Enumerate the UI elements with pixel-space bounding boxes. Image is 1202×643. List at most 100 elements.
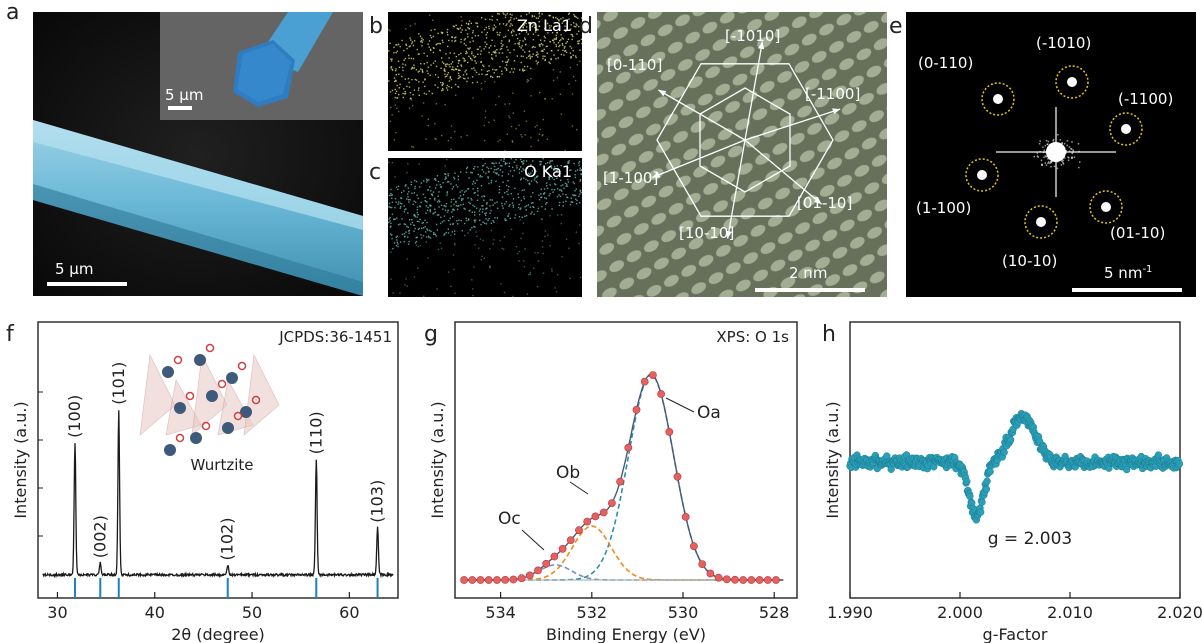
zn-dot	[446, 28, 449, 31]
zn-dot	[512, 71, 515, 73]
zn-dot	[412, 146, 415, 148]
o-dot	[495, 162, 497, 164]
o-dot	[548, 178, 550, 181]
zn-dot	[452, 66, 454, 68]
zn-dot	[452, 68, 454, 71]
zn-dot	[505, 64, 508, 66]
o-dot	[468, 219, 470, 221]
o-dot	[485, 212, 487, 214]
o-dot	[445, 203, 448, 205]
o-dot	[523, 198, 525, 200]
o-dot	[544, 235, 546, 238]
zn-dot	[579, 60, 581, 63]
zn-dot	[458, 54, 460, 56]
o-dot	[579, 224, 581, 226]
o-dot	[405, 208, 407, 210]
fft-spot-3	[1121, 124, 1131, 134]
zn-dot	[412, 58, 415, 60]
o-dot	[459, 191, 461, 193]
o-dot	[446, 194, 448, 196]
o-dot	[487, 219, 489, 221]
epr-point	[977, 508, 985, 516]
zn-dot	[525, 43, 527, 46]
o-dot	[578, 160, 581, 163]
zn-dot	[498, 95, 500, 98]
zn-dot	[484, 41, 486, 43]
o-dot	[478, 247, 480, 249]
o-dot	[434, 211, 436, 213]
zn-dot	[509, 25, 511, 27]
zn-dot	[558, 19, 560, 21]
zn-dot	[553, 54, 555, 56]
xps-point	[468, 576, 477, 584]
o-dot	[410, 223, 412, 225]
o-dot	[482, 208, 484, 210]
o-dot	[463, 207, 465, 210]
fft-noise	[1061, 160, 1063, 162]
o-dot	[549, 160, 551, 162]
o-dot	[533, 179, 536, 181]
o-dot	[525, 205, 528, 207]
o-dot	[517, 196, 520, 199]
zn-dot	[508, 103, 511, 105]
zn-dot	[391, 68, 393, 70]
o-dot	[389, 220, 391, 222]
o-dot	[466, 167, 468, 170]
zn-dot	[477, 48, 479, 50]
o-dot	[449, 223, 452, 225]
o-dot	[579, 169, 581, 171]
o-dot	[490, 229, 493, 232]
zn-dot	[544, 22, 546, 24]
zn-dot	[450, 63, 452, 65]
zn-dot	[574, 79, 577, 82]
o-dot	[408, 240, 410, 243]
zn-dot	[443, 62, 445, 65]
fft-noise	[1036, 152, 1039, 154]
o-dot	[566, 183, 568, 185]
zn-dot	[473, 67, 475, 69]
zn-dot	[523, 110, 526, 112]
o-dot	[446, 191, 449, 193]
o-map-label: O Ka1	[524, 162, 572, 181]
zn-dot	[446, 31, 448, 33]
o-dot	[567, 178, 569, 181]
zn-dot	[518, 33, 521, 35]
o-dot	[512, 198, 515, 200]
o-dot	[559, 170, 561, 173]
arrow-3	[744, 108, 841, 141]
zn-dot	[442, 83, 444, 85]
o-dot	[394, 206, 396, 209]
zn-dot	[507, 59, 510, 61]
o-dot	[559, 172, 561, 175]
o-dot	[564, 182, 567, 184]
o-dot	[390, 192, 392, 195]
o-dot	[578, 162, 580, 164]
o-dot	[508, 213, 510, 215]
o-dot	[509, 217, 511, 220]
zn-dot	[455, 55, 457, 58]
o-dot	[521, 161, 524, 163]
o-dot	[437, 248, 440, 251]
o-dot	[426, 221, 428, 224]
zn-dot	[442, 89, 444, 91]
zn-dot	[447, 140, 450, 142]
zn-dot	[452, 25, 455, 27]
o-dot	[443, 234, 445, 236]
zn-dot	[466, 33, 469, 35]
zn-dot	[455, 94, 457, 96]
zn-dot	[445, 65, 447, 68]
o-dot	[516, 252, 519, 255]
o-dot	[580, 191, 582, 194]
o-dot	[464, 208, 466, 210]
zn-dot	[388, 50, 390, 52]
zn-dot	[560, 113, 562, 115]
o-dot	[493, 165, 496, 168]
o-dot	[559, 195, 562, 197]
o-dot	[439, 242, 441, 244]
o-dot	[443, 220, 445, 222]
zn-dot	[435, 43, 437, 46]
zn-dot	[546, 45, 548, 47]
zn-atom	[206, 390, 218, 402]
o-dot	[500, 159, 503, 161]
o-dot	[421, 222, 423, 224]
